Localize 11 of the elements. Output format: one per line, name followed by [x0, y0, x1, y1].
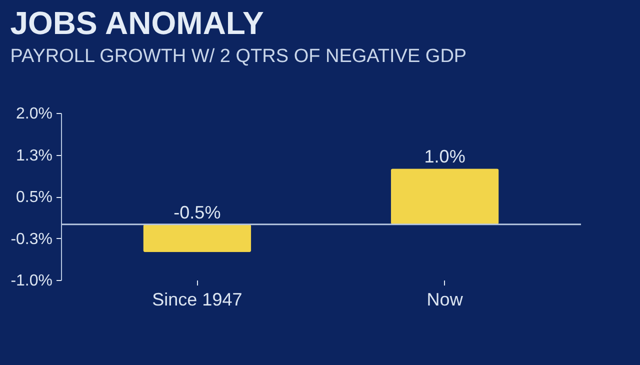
y-tick-label: 2.0%: [16, 106, 52, 122]
data-label: -0.5%: [174, 202, 221, 222]
x-tick-label: Now: [426, 290, 464, 310]
data-label: 1.0%: [424, 146, 466, 167]
y-tick-label: 0.5%: [16, 189, 52, 206]
chart-title: JOBS ANOMALY: [10, 5, 264, 41]
y-tick-label: -0.3%: [10, 230, 52, 248]
x-tick-label: Since 1947: [152, 290, 242, 310]
y-tick-label: 1.3%: [16, 147, 52, 164]
chart-subtitle: PAYROLL GROWTH W/ 2 QTRS OF NEGATIVE GDP: [10, 46, 467, 67]
y-tick-label: -1.0%: [10, 272, 52, 290]
